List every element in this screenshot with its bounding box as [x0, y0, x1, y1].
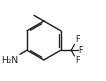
Text: F: F	[75, 35, 79, 44]
Text: H₂N: H₂N	[1, 56, 18, 65]
Text: F: F	[78, 46, 83, 55]
Text: F: F	[75, 56, 79, 65]
